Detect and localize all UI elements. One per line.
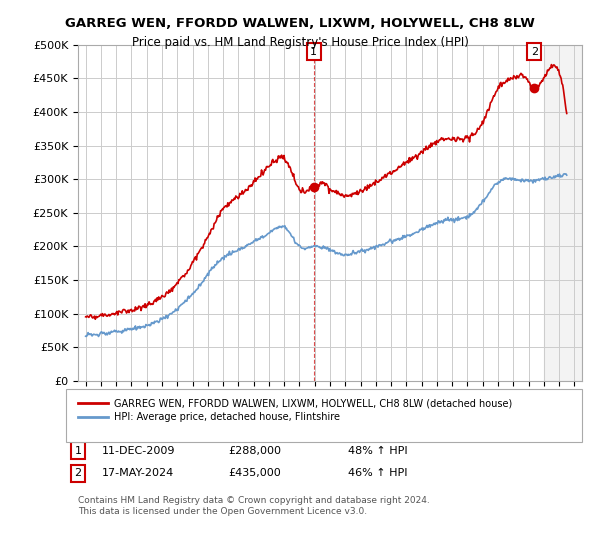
Text: £288,000: £288,000 bbox=[228, 446, 281, 456]
Text: 17-MAY-2024: 17-MAY-2024 bbox=[102, 468, 174, 478]
Text: 2: 2 bbox=[74, 468, 82, 478]
Text: 46% ↑ HPI: 46% ↑ HPI bbox=[348, 468, 407, 478]
Text: This data is licensed under the Open Government Licence v3.0.: This data is licensed under the Open Gov… bbox=[78, 507, 367, 516]
Text: £435,000: £435,000 bbox=[228, 468, 281, 478]
Text: 2: 2 bbox=[531, 46, 538, 57]
Text: Price paid vs. HM Land Registry's House Price Index (HPI): Price paid vs. HM Land Registry's House … bbox=[131, 36, 469, 49]
Text: 48% ↑ HPI: 48% ↑ HPI bbox=[348, 446, 407, 456]
Text: GARREG WEN, FFORDD WALWEN, LIXWM, HOLYWELL, CH8 8LW (detached house): GARREG WEN, FFORDD WALWEN, LIXWM, HOLYWE… bbox=[114, 398, 512, 408]
Bar bbox=[544, 45, 582, 381]
Text: HPI: Average price, detached house, Flintshire: HPI: Average price, detached house, Flin… bbox=[114, 412, 340, 422]
Text: 1: 1 bbox=[310, 46, 317, 57]
Text: GARREG WEN, FFORDD WALWEN, LIXWM, HOLYWELL, CH8 8LW: GARREG WEN, FFORDD WALWEN, LIXWM, HOLYWE… bbox=[65, 17, 535, 30]
Text: Contains HM Land Registry data © Crown copyright and database right 2024.: Contains HM Land Registry data © Crown c… bbox=[78, 496, 430, 505]
Text: 1: 1 bbox=[74, 446, 82, 456]
Text: 11-DEC-2009: 11-DEC-2009 bbox=[102, 446, 176, 456]
